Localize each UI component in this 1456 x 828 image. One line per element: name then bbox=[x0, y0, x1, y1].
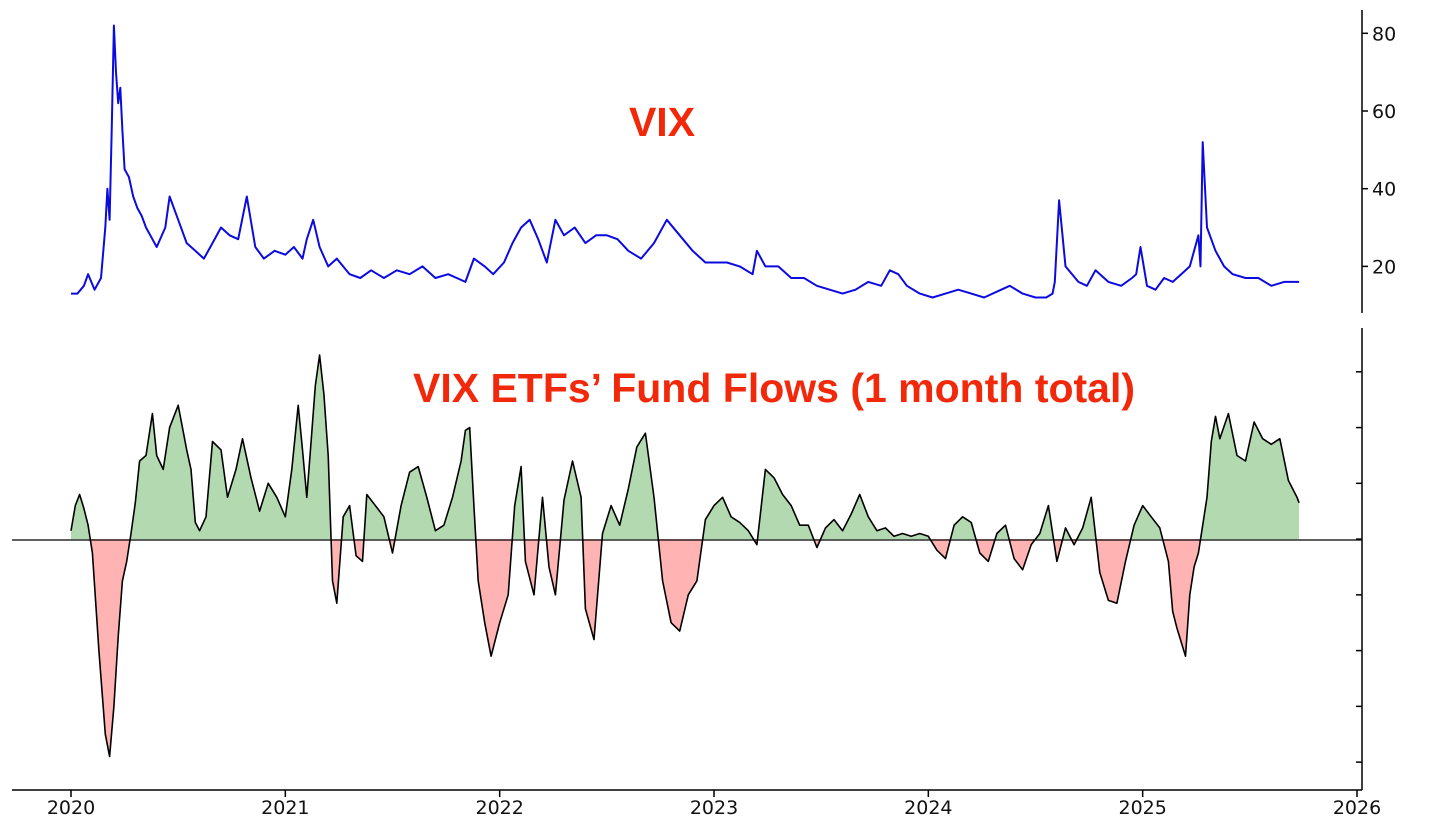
inflow-area bbox=[363, 494, 390, 540]
x-tick-label: 2024 bbox=[904, 797, 952, 819]
x-tick-label: 2022 bbox=[475, 797, 523, 819]
outflow-area bbox=[930, 539, 951, 559]
outflow-area bbox=[1053, 539, 1063, 562]
outflow-area bbox=[546, 539, 561, 595]
flows-fills bbox=[71, 355, 1300, 757]
outflow-area bbox=[90, 539, 131, 757]
outflow-area bbox=[658, 539, 703, 632]
outflow-area bbox=[524, 539, 539, 595]
inflow-area bbox=[602, 433, 659, 540]
outflow-area bbox=[475, 539, 513, 657]
x-axis-ticks: 2020 2021 2022 2023 2024 2025 2026 bbox=[47, 790, 1381, 819]
x-tick-label: 2020 bbox=[47, 797, 95, 819]
inflow-area bbox=[820, 494, 930, 540]
inflow-area bbox=[341, 505, 354, 540]
outflow-area bbox=[1096, 539, 1131, 604]
vix-y-axis-ticks: 20 40 60 80 bbox=[1362, 23, 1396, 278]
vix-panel-title: VIX bbox=[629, 99, 695, 145]
x-tick-label: 2021 bbox=[261, 797, 309, 819]
outflow-area bbox=[1162, 539, 1201, 657]
vix-panel: 20 40 60 80 VIX bbox=[71, 10, 1396, 313]
outflow-area bbox=[331, 539, 342, 604]
inflow-area bbox=[702, 497, 754, 540]
vix-y-tick-label: 80 bbox=[1372, 23, 1396, 45]
flows-line bbox=[70, 354, 1300, 758]
flows-panel-title: VIX ETFs’ Fund Flows (1 month total) bbox=[413, 365, 1135, 411]
inflow-area bbox=[1130, 505, 1163, 540]
x-tick-label: 2026 bbox=[1333, 797, 1381, 819]
vix-y-tick-label: 60 bbox=[1372, 101, 1396, 123]
inflow-area bbox=[1076, 497, 1096, 540]
outflow-area bbox=[582, 539, 603, 640]
vix-line bbox=[71, 24, 1300, 299]
inflow-area bbox=[757, 469, 814, 540]
outflow-area bbox=[1009, 539, 1036, 570]
inflow-area bbox=[538, 497, 547, 540]
inflow-area bbox=[950, 516, 976, 540]
inflow-area bbox=[1200, 413, 1300, 540]
flows-y-axis-ticks bbox=[1356, 371, 1362, 763]
flows-panel: 2020 2021 2022 2023 2024 2025 2026 VIX ETFs’ F… bbox=[12, 328, 1381, 819]
x-tick-label: 2025 bbox=[1118, 797, 1166, 819]
x-tick-label: 2023 bbox=[690, 797, 738, 819]
vix-y-tick-label: 20 bbox=[1372, 256, 1396, 278]
vix-y-tick-label: 40 bbox=[1372, 179, 1396, 201]
inflow-area bbox=[130, 355, 332, 540]
inflow-area bbox=[395, 427, 476, 540]
outflow-area bbox=[975, 539, 996, 562]
